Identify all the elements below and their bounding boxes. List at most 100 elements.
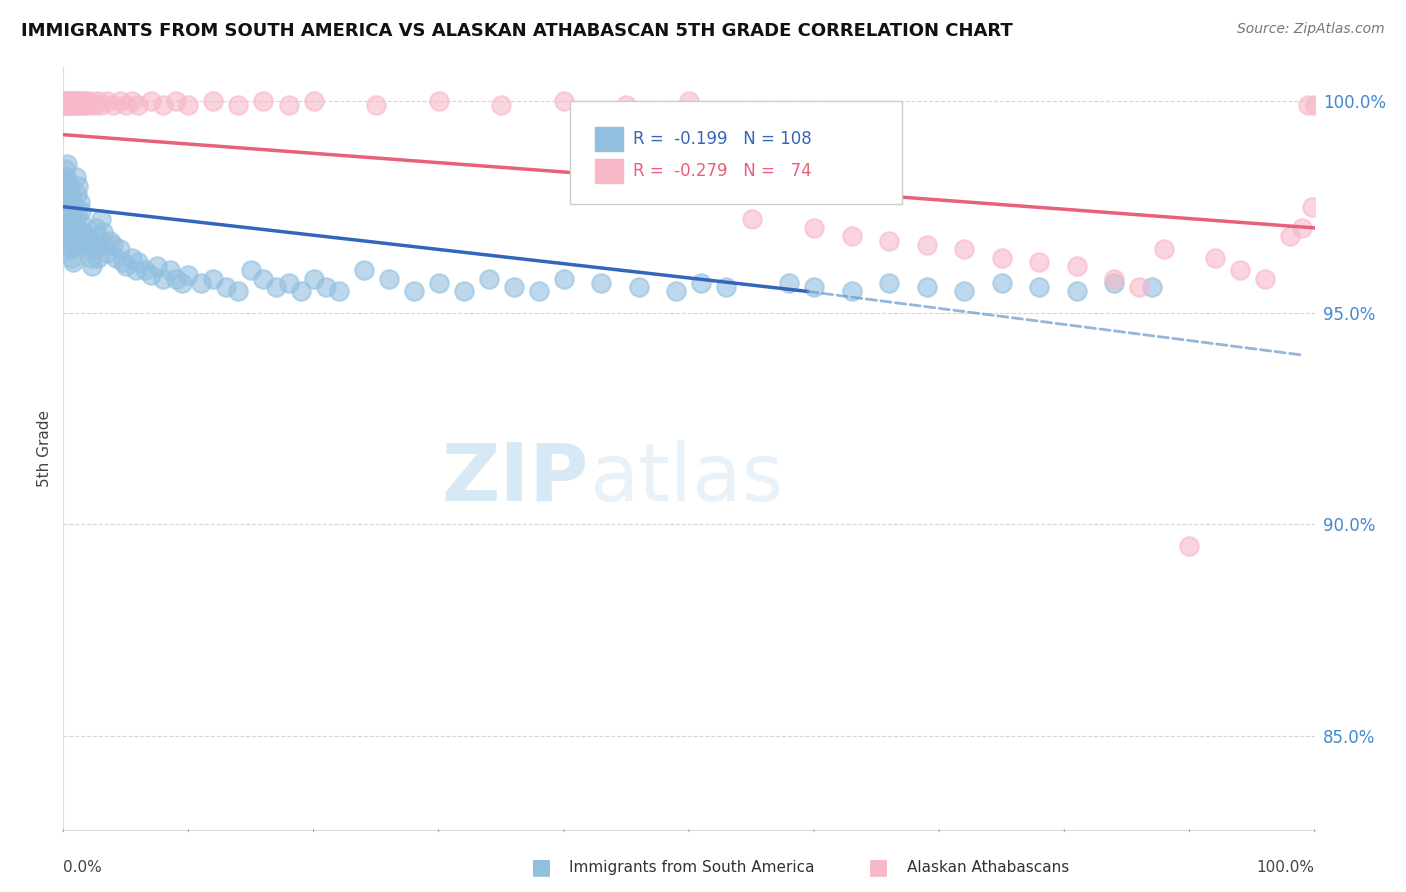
Point bbox=[315, 280, 337, 294]
Point bbox=[502, 280, 524, 294]
Point bbox=[716, 280, 738, 294]
Point bbox=[1104, 276, 1126, 290]
Point bbox=[478, 271, 501, 285]
Point bbox=[63, 98, 86, 112]
Point bbox=[58, 178, 80, 193]
Point bbox=[58, 229, 80, 244]
Point bbox=[83, 242, 105, 256]
Point bbox=[53, 98, 76, 112]
Point bbox=[59, 186, 82, 201]
Point bbox=[63, 94, 86, 108]
Point bbox=[59, 98, 82, 112]
Point bbox=[915, 237, 938, 252]
Point bbox=[56, 237, 79, 252]
Point bbox=[77, 98, 100, 112]
Point bbox=[690, 276, 713, 290]
Point bbox=[277, 98, 299, 112]
Point bbox=[678, 94, 700, 108]
Point bbox=[84, 220, 107, 235]
Text: Immigrants from South America: Immigrants from South America bbox=[569, 860, 815, 874]
Point bbox=[55, 98, 77, 112]
Point bbox=[53, 217, 76, 231]
Point bbox=[55, 200, 77, 214]
Point bbox=[87, 94, 110, 108]
Point bbox=[60, 98, 83, 112]
FancyBboxPatch shape bbox=[569, 101, 901, 204]
Text: Alaskan Athabascans: Alaskan Athabascans bbox=[907, 860, 1069, 874]
Point bbox=[165, 271, 187, 285]
FancyBboxPatch shape bbox=[595, 128, 623, 151]
Point bbox=[1066, 285, 1088, 299]
Point bbox=[202, 271, 225, 285]
Point bbox=[627, 280, 650, 294]
Point bbox=[56, 98, 79, 112]
Point bbox=[79, 234, 101, 248]
Point bbox=[65, 98, 87, 112]
Point bbox=[59, 212, 82, 227]
Point bbox=[55, 169, 77, 184]
Y-axis label: 5th Grade: 5th Grade bbox=[37, 409, 52, 487]
Point bbox=[58, 94, 80, 108]
Point bbox=[75, 94, 97, 108]
Point bbox=[53, 186, 76, 201]
Point bbox=[58, 204, 80, 219]
Point bbox=[77, 242, 100, 256]
Point bbox=[591, 276, 613, 290]
Point bbox=[121, 251, 143, 265]
Point bbox=[778, 276, 800, 290]
Point bbox=[152, 271, 174, 285]
Point bbox=[75, 237, 97, 252]
Point bbox=[991, 276, 1014, 290]
Point bbox=[841, 229, 863, 244]
Point bbox=[69, 225, 91, 239]
Point bbox=[58, 208, 80, 222]
Point bbox=[65, 169, 87, 184]
Point bbox=[108, 94, 131, 108]
Point bbox=[70, 98, 93, 112]
Point bbox=[1229, 263, 1251, 277]
Point bbox=[62, 255, 84, 269]
Point bbox=[115, 98, 138, 112]
Point bbox=[665, 285, 688, 299]
Point bbox=[59, 242, 82, 256]
Point bbox=[991, 251, 1014, 265]
Point bbox=[228, 285, 250, 299]
Point bbox=[1028, 255, 1050, 269]
FancyBboxPatch shape bbox=[595, 160, 623, 183]
Text: ZIP: ZIP bbox=[441, 440, 589, 517]
Point bbox=[527, 285, 550, 299]
Point bbox=[134, 263, 156, 277]
Point bbox=[62, 229, 84, 244]
Point bbox=[67, 94, 90, 108]
Point bbox=[1066, 259, 1088, 273]
Point bbox=[177, 268, 200, 282]
Point bbox=[58, 98, 80, 112]
Point bbox=[202, 94, 225, 108]
Point bbox=[108, 242, 131, 256]
Point bbox=[1028, 280, 1050, 294]
Text: IMMIGRANTS FROM SOUTH AMERICA VS ALASKAN ATHABASCAN 5TH GRADE CORRELATION CHART: IMMIGRANTS FROM SOUTH AMERICA VS ALASKAN… bbox=[21, 22, 1012, 40]
Point bbox=[1128, 280, 1150, 294]
Text: Source: ZipAtlas.com: Source: ZipAtlas.com bbox=[1237, 22, 1385, 37]
Point bbox=[146, 259, 169, 273]
Point bbox=[139, 94, 162, 108]
Point bbox=[302, 271, 325, 285]
Point bbox=[62, 204, 84, 219]
Point bbox=[125, 263, 148, 277]
Point bbox=[1303, 98, 1326, 112]
Point bbox=[172, 276, 194, 290]
Point bbox=[953, 285, 976, 299]
Text: atlas: atlas bbox=[589, 440, 783, 517]
Point bbox=[1104, 271, 1126, 285]
Point bbox=[53, 161, 76, 176]
Point bbox=[60, 220, 83, 235]
Point bbox=[139, 268, 162, 282]
Point bbox=[72, 94, 94, 108]
Point bbox=[553, 271, 575, 285]
Point bbox=[803, 280, 825, 294]
Point bbox=[69, 204, 91, 219]
Point bbox=[1153, 242, 1175, 256]
Point bbox=[1140, 280, 1163, 294]
Point bbox=[73, 98, 96, 112]
Point bbox=[616, 98, 638, 112]
